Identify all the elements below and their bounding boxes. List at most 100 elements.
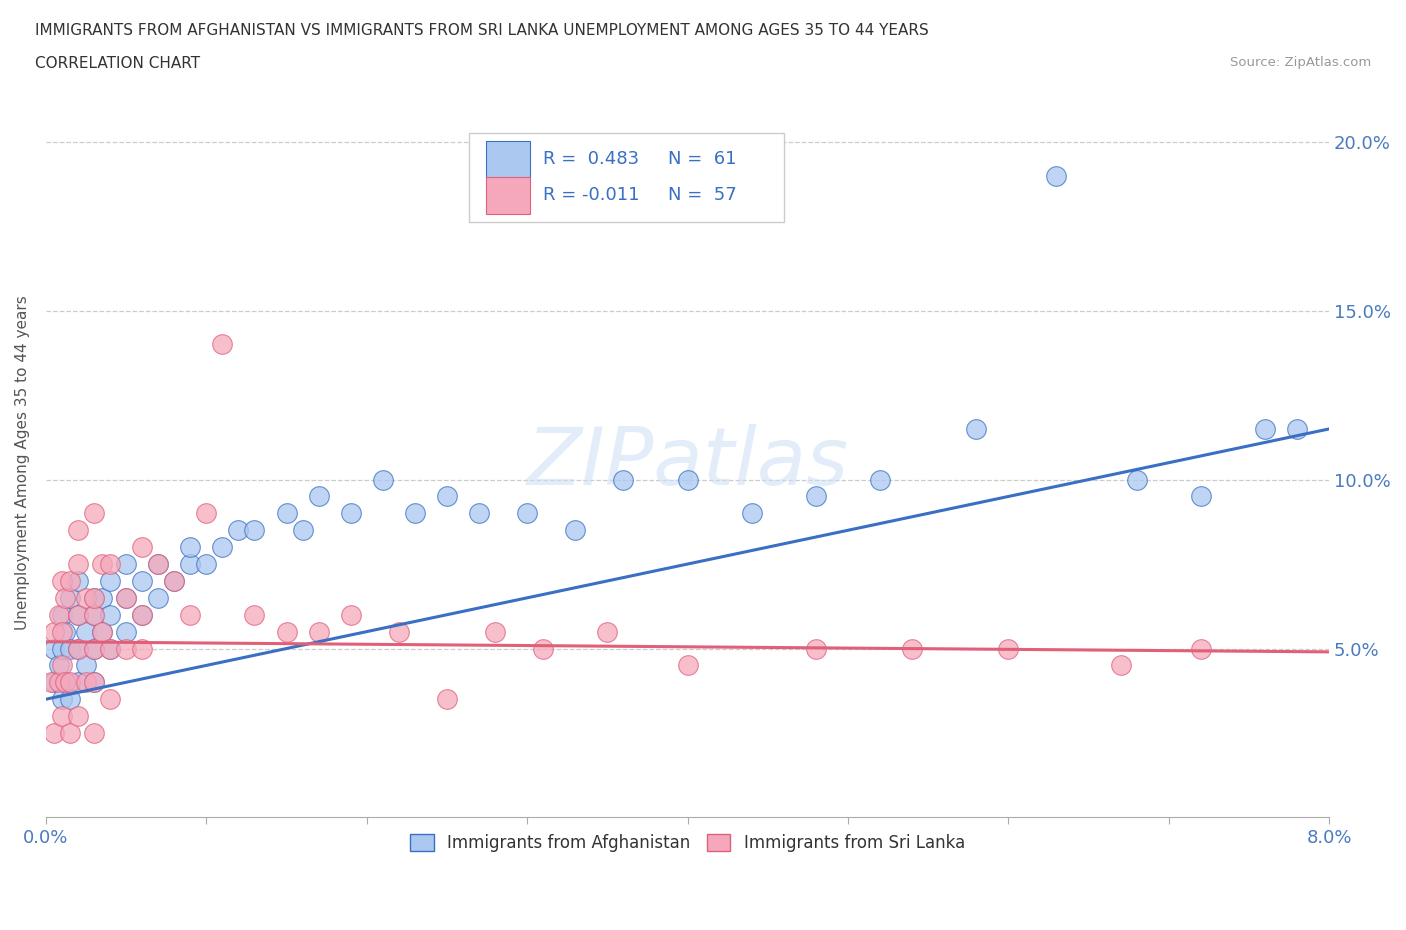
Point xyxy=(42,675,65,690)
Point xyxy=(83,607,105,622)
Point xyxy=(965,421,987,436)
Point xyxy=(676,472,699,487)
Point xyxy=(98,607,121,622)
Point xyxy=(1125,472,1147,487)
Point xyxy=(115,641,138,656)
Point xyxy=(51,607,73,622)
Point xyxy=(98,641,121,656)
FancyBboxPatch shape xyxy=(486,177,530,214)
Y-axis label: Unemployment Among Ages 35 to 44 years: Unemployment Among Ages 35 to 44 years xyxy=(15,296,30,631)
Point xyxy=(211,337,233,352)
Point xyxy=(59,675,82,690)
Point xyxy=(195,506,218,521)
Point xyxy=(67,641,90,656)
Point xyxy=(83,675,105,690)
Point xyxy=(115,591,138,605)
Point xyxy=(179,539,201,554)
Point xyxy=(596,624,619,639)
Point xyxy=(484,624,506,639)
Point xyxy=(51,658,73,672)
Point xyxy=(83,591,105,605)
Point xyxy=(243,523,266,538)
Point xyxy=(901,641,924,656)
Point xyxy=(276,624,298,639)
Point xyxy=(75,675,97,690)
Point xyxy=(51,692,73,707)
Text: N =  57: N = 57 xyxy=(668,186,737,204)
FancyBboxPatch shape xyxy=(486,140,530,178)
Point xyxy=(1286,421,1309,436)
Point xyxy=(48,607,70,622)
Point xyxy=(83,675,105,690)
Point xyxy=(59,725,82,740)
Point xyxy=(179,607,201,622)
Point xyxy=(83,641,105,656)
Point xyxy=(42,641,65,656)
Point xyxy=(195,557,218,572)
Point xyxy=(131,574,153,589)
Point xyxy=(997,641,1019,656)
Point xyxy=(404,506,426,521)
Point xyxy=(67,675,90,690)
Point xyxy=(388,624,411,639)
Point xyxy=(48,658,70,672)
Point xyxy=(211,539,233,554)
Point xyxy=(98,641,121,656)
Point xyxy=(98,692,121,707)
Point xyxy=(48,675,70,690)
Point xyxy=(67,574,90,589)
Text: CORRELATION CHART: CORRELATION CHART xyxy=(35,56,200,71)
Point xyxy=(564,523,586,538)
Point xyxy=(163,574,186,589)
Point xyxy=(115,557,138,572)
Point xyxy=(243,607,266,622)
Text: IMMIGRANTS FROM AFGHANISTAN VS IMMIGRANTS FROM SRI LANKA UNEMPLOYMENT AMONG AGES: IMMIGRANTS FROM AFGHANISTAN VS IMMIGRANT… xyxy=(35,23,929,38)
Text: R =  0.483: R = 0.483 xyxy=(543,151,638,168)
Point xyxy=(131,641,153,656)
Text: R = -0.011: R = -0.011 xyxy=(543,186,640,204)
Point xyxy=(51,574,73,589)
Point xyxy=(131,539,153,554)
Point xyxy=(676,658,699,672)
Point xyxy=(75,658,97,672)
Point xyxy=(91,624,114,639)
Point xyxy=(531,641,554,656)
Point xyxy=(1109,658,1132,672)
FancyBboxPatch shape xyxy=(470,133,783,221)
Point xyxy=(228,523,250,538)
Point xyxy=(741,506,763,521)
Point xyxy=(308,489,330,504)
Point xyxy=(339,607,361,622)
Point xyxy=(67,607,90,622)
Point xyxy=(67,641,90,656)
Text: ZIPatlas: ZIPatlas xyxy=(526,424,849,501)
Point xyxy=(436,692,458,707)
Point xyxy=(83,591,105,605)
Point xyxy=(53,675,76,690)
Point xyxy=(51,641,73,656)
Point xyxy=(83,641,105,656)
Point xyxy=(148,557,170,572)
Point xyxy=(371,472,394,487)
Point xyxy=(39,675,62,690)
Point xyxy=(67,607,90,622)
Point xyxy=(51,709,73,724)
Point xyxy=(179,557,201,572)
Point xyxy=(131,607,153,622)
Point xyxy=(869,472,891,487)
Point xyxy=(51,624,73,639)
Point xyxy=(83,607,105,622)
Point xyxy=(53,624,76,639)
Point xyxy=(115,624,138,639)
Point xyxy=(59,692,82,707)
Point xyxy=(91,591,114,605)
Legend: Immigrants from Afghanistan, Immigrants from Sri Lanka: Immigrants from Afghanistan, Immigrants … xyxy=(404,827,972,858)
Point xyxy=(83,725,105,740)
Point xyxy=(75,591,97,605)
Text: Source: ZipAtlas.com: Source: ZipAtlas.com xyxy=(1230,56,1371,69)
Point xyxy=(67,557,90,572)
Point xyxy=(339,506,361,521)
Point xyxy=(67,709,90,724)
Text: N =  61: N = 61 xyxy=(668,151,737,168)
Point xyxy=(308,624,330,639)
